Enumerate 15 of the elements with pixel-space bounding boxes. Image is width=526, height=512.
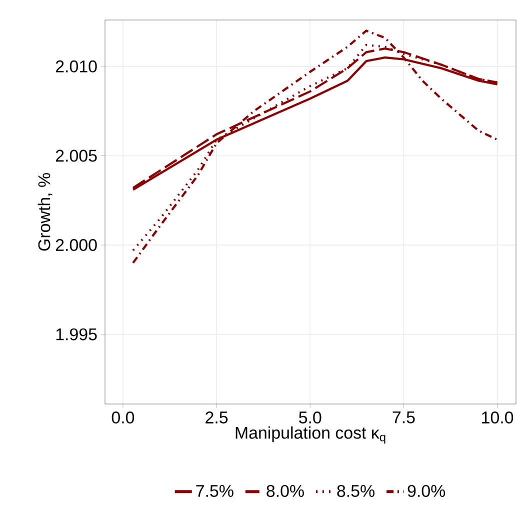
x-tick-label: 5.0 bbox=[299, 412, 322, 424]
x-tick-label: 10.0 bbox=[482, 412, 514, 424]
y-tick-label: 2.005 bbox=[56, 150, 97, 162]
y-tick-label: 1.995 bbox=[56, 328, 97, 340]
y-tick-label: 2.010 bbox=[56, 60, 97, 72]
x-axis-title: Manipulation cost κ$_{q}$ bbox=[236, 426, 386, 444]
legend-label: 8.5% bbox=[337, 484, 374, 497]
x-tick-label: 7.5 bbox=[392, 411, 415, 424]
legend-label: 8.0% bbox=[266, 484, 304, 497]
y-tick-label: 2.000 bbox=[56, 239, 97, 252]
x-tick-label: 0.0 bbox=[112, 412, 134, 424]
legend-label: 9.0% bbox=[408, 484, 446, 497]
y-axis-title: Growth, % bbox=[38, 173, 52, 251]
legend-label: 7.5% bbox=[196, 485, 234, 497]
x-tick-label: 2.5 bbox=[206, 412, 228, 424]
